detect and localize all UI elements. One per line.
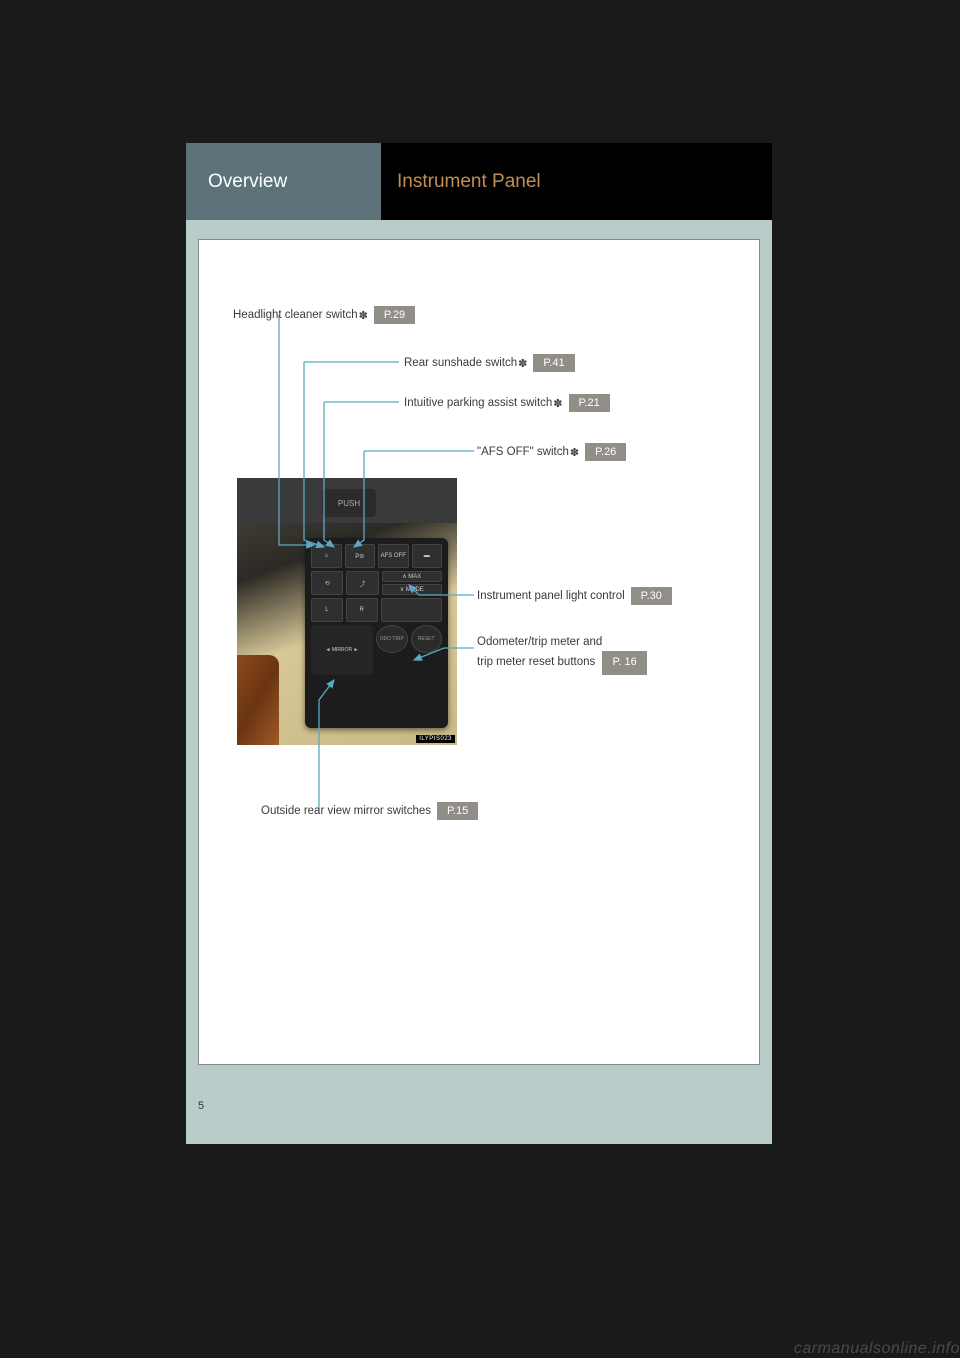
panel-btn-r: R	[346, 598, 378, 622]
diagram-frame: PUSH ⌂ P⊘ AFS OFF ▬ ⟲ ⤴ ∧ MAX ∨ MODE	[198, 239, 760, 1065]
mirror-dpad	[311, 625, 373, 675]
header-band: Overview Instrument Panel	[186, 143, 772, 220]
wood-trim	[237, 655, 279, 745]
push-button: PUSH	[322, 489, 376, 517]
header-overview-tab: Overview	[186, 143, 381, 220]
header-title-label: Instrument Panel	[397, 171, 541, 193]
manual-page: Overview Instrument Panel A PUSH ⌂ P⊘ AF…	[186, 143, 772, 1144]
callout-panel-light: Instrument panel light control P.30	[477, 587, 672, 605]
odo-knob: ODO TRIP	[376, 625, 408, 653]
callout-parking: Intuitive parking assist switch✽ P.21	[404, 394, 610, 412]
panel-btn: ∧ MAX	[382, 571, 443, 582]
page-number: 5	[198, 1100, 204, 1112]
page-ref: P.29	[374, 306, 415, 324]
panel-btn: ⌂	[311, 544, 342, 568]
page-ref: P.26	[585, 443, 626, 461]
panel-btn: ∨ MODE	[382, 584, 443, 595]
panel-btn: ⟲	[311, 571, 343, 595]
panel-btn: ▬	[412, 544, 443, 568]
switch-cluster-photo: PUSH ⌂ P⊘ AFS OFF ▬ ⟲ ⤴ ∧ MAX ∨ MODE	[237, 478, 457, 745]
panel-btn: ⤴	[346, 571, 378, 595]
page-ref: P.15	[437, 802, 478, 820]
photo-code: ILYPIS023	[416, 735, 455, 743]
watermark: carmanualsonline.info	[794, 1340, 960, 1358]
panel-btn	[381, 598, 443, 622]
page-ref: P.41	[533, 354, 574, 372]
panel-btn-l: L	[311, 598, 343, 622]
content-area: A PUSH ⌂ P⊘ AFS OFF ▬ ⟲ ⤴	[186, 239, 772, 1118]
switch-panel: ⌂ P⊘ AFS OFF ▬ ⟲ ⤴ ∧ MAX ∨ MODE	[305, 538, 448, 728]
callout-sunshade: Rear sunshade switch✽ P.41	[404, 354, 575, 372]
page-ref: P.30	[631, 587, 672, 605]
reset-knob: RESET	[411, 625, 443, 653]
callout-odometer: Odometer/trip meter and trip meter reset…	[477, 633, 647, 675]
header-overview-label: Overview	[208, 171, 287, 193]
panel-btn: P⊘	[345, 544, 376, 568]
callout-afs: "AFS OFF" switch✽ P.26	[477, 443, 626, 461]
page-ref: P.21	[569, 394, 610, 412]
panel-btn: AFS OFF	[378, 544, 409, 568]
header-title-band: Instrument Panel	[381, 143, 772, 220]
callout-mirror: Outside rear view mirror switches P.15	[261, 802, 478, 820]
page-ref: P. 16	[602, 651, 646, 675]
callout-headlight: Headlight cleaner switch✽ P.29	[233, 306, 415, 324]
